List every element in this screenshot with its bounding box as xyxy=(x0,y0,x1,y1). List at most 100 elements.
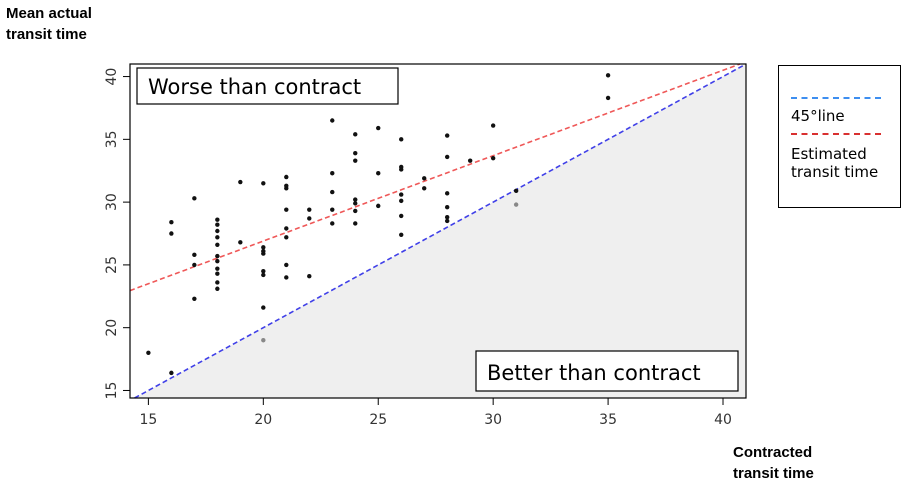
data-point xyxy=(444,191,450,196)
y-tick-label: 40 xyxy=(104,68,120,86)
data-point xyxy=(261,268,266,274)
data-point xyxy=(238,179,243,185)
data-point xyxy=(215,271,220,276)
data-point xyxy=(215,258,220,264)
data-point xyxy=(215,286,220,291)
y-tick-label: 20 xyxy=(104,319,120,337)
data-point xyxy=(422,176,427,181)
data-point xyxy=(353,132,358,137)
worse-label-frame xyxy=(136,67,399,105)
data-point xyxy=(353,208,358,214)
y-axis-title-line2: transit time xyxy=(6,26,87,43)
data-point xyxy=(490,123,496,128)
data-point xyxy=(307,216,312,221)
better-than-contract-label: Better than contract xyxy=(487,361,701,385)
data-point xyxy=(307,274,312,279)
x-tick-label: 25 xyxy=(369,412,387,428)
data-point xyxy=(215,280,220,285)
data-point xyxy=(284,226,289,231)
data-point xyxy=(353,201,358,206)
legend-45-line-label: 45°line xyxy=(791,107,845,125)
data-point xyxy=(238,240,243,245)
data-point xyxy=(215,266,220,271)
data-point xyxy=(330,207,335,212)
data-point xyxy=(376,203,381,209)
legend-estimated-label: Estimated transit time xyxy=(791,145,879,181)
data-point xyxy=(215,242,220,248)
data-point xyxy=(215,217,220,222)
data-point xyxy=(467,158,473,163)
x-tick-label: 40 xyxy=(714,412,732,428)
data-point xyxy=(261,245,266,250)
x-axis-title-line1: Contracted xyxy=(733,444,813,461)
data-point xyxy=(399,192,404,197)
y-tick-label: 30 xyxy=(104,193,120,211)
data-point xyxy=(284,262,289,268)
data-point xyxy=(192,252,197,258)
data-point xyxy=(261,272,266,278)
x-tick-label: 15 xyxy=(139,412,157,428)
data-point xyxy=(261,338,266,343)
data-point xyxy=(330,171,335,176)
data-point xyxy=(376,125,381,131)
forty-five-degree-line xyxy=(134,63,747,399)
data-point xyxy=(513,188,519,194)
worse-than-contract-label: Worse than contract xyxy=(148,75,361,99)
data-point xyxy=(353,158,358,163)
data-point xyxy=(169,231,174,236)
data-point xyxy=(513,202,519,207)
data-point xyxy=(284,235,289,240)
x-axis-title-line2: transit time xyxy=(733,465,814,482)
data-point xyxy=(330,118,335,123)
data-point xyxy=(215,253,220,259)
y-tick-label: 35 xyxy=(104,130,120,148)
data-point xyxy=(376,171,381,176)
data-point xyxy=(399,213,404,219)
x-axis-title: Contracted transit time xyxy=(733,442,814,484)
legend-estimated-swatch xyxy=(791,133,881,135)
data-point xyxy=(284,183,289,188)
data-point xyxy=(330,221,335,226)
data-point xyxy=(399,198,404,204)
data-point xyxy=(261,181,266,186)
data-point xyxy=(444,218,450,224)
data-point xyxy=(192,296,197,302)
data-point xyxy=(261,305,266,310)
y-axis: 15 20 25 30 35 40 xyxy=(104,68,131,400)
data-point xyxy=(192,196,197,201)
data-point xyxy=(444,133,450,138)
x-tick-label: 20 xyxy=(254,412,272,428)
better-label-box: Better than contract xyxy=(475,350,739,392)
data-point xyxy=(330,189,335,195)
y-axis-title: Mean actual transit time xyxy=(6,3,92,45)
data-point xyxy=(399,232,404,237)
data-point xyxy=(605,73,611,78)
data-point xyxy=(215,235,220,240)
y-tick-label: 25 xyxy=(104,256,120,274)
data-point xyxy=(284,275,289,280)
data-point xyxy=(215,228,220,234)
data-point xyxy=(422,186,427,191)
data-point xyxy=(215,222,220,227)
data-point xyxy=(444,154,450,160)
data-point xyxy=(169,370,174,376)
data-point xyxy=(146,350,151,355)
data-point xyxy=(399,164,404,170)
x-axis: 15 20 25 30 35 40 xyxy=(139,397,732,428)
data-point xyxy=(353,197,358,202)
data-point xyxy=(261,248,266,254)
data-point xyxy=(353,221,358,226)
data-point xyxy=(605,95,611,101)
data-point xyxy=(284,174,289,180)
data-point xyxy=(284,207,289,212)
data-point xyxy=(490,155,496,161)
better-label-frame xyxy=(475,350,739,392)
x-tick-label: 35 xyxy=(599,412,617,428)
data-point xyxy=(307,207,312,212)
data-point xyxy=(399,137,404,142)
legend-45-line-swatch xyxy=(791,97,881,99)
data-point xyxy=(444,204,450,210)
data-point xyxy=(444,214,450,220)
y-tick-label: 15 xyxy=(104,382,120,400)
